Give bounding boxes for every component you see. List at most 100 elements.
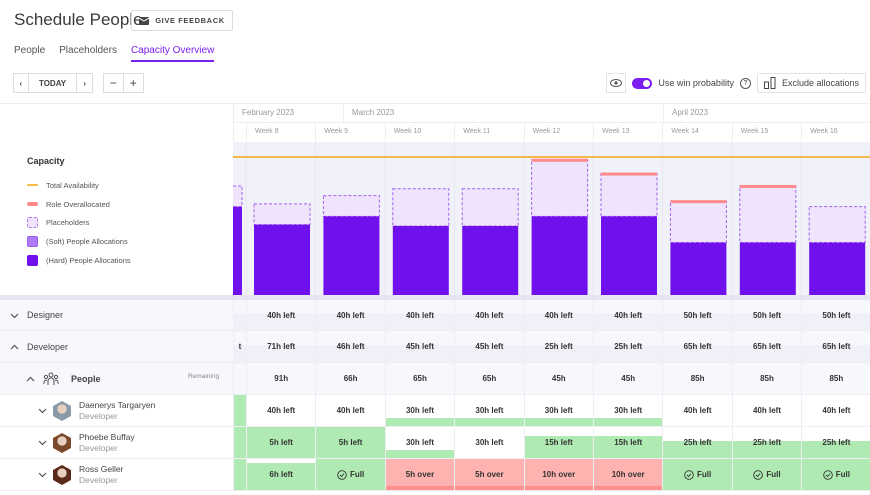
capacity-cell[interactable]: 10h over [523,459,593,490]
capacity-cell[interactable]: 25h left [593,331,663,362]
capacity-cell[interactable]: 5h left [315,427,385,458]
capacity-cell[interactable]: 45h [593,363,662,394]
week-header: Week 8 [246,122,316,141]
chevron-down-icon[interactable] [38,472,47,478]
capacity-cell[interactable]: 40h left [384,300,455,330]
group-row: People Remaining 91h 66h 65h 65h 45h 45h 85h 85h 8… [0,363,870,395]
capacity-cell[interactable]: 30h left [384,395,455,426]
cell-value: 71h left [267,342,296,351]
capacity-cell[interactable]: t [233,331,246,362]
chevron-up-icon[interactable] [10,344,19,350]
capacity-cell[interactable]: 45h left [384,331,455,362]
capacity-cell[interactable]: 85h [801,363,870,394]
zoom-in-button[interactable]: + [129,76,137,90]
capacity-cell[interactable]: 65h left [731,331,802,362]
capacity-cell[interactable]: 40h left [593,300,663,330]
capacity-cell[interactable]: 5h over [454,459,524,490]
next-button[interactable]: › [83,78,87,88]
cell-value: 5h left [269,438,293,447]
capacity-cell[interactable] [233,395,246,426]
capacity-cell[interactable]: 65h [454,363,523,394]
capacity-cell[interactable]: 5h left [246,427,316,458]
give-feedback-button[interactable]: GIVE FEEDBACK [131,10,233,31]
zoom-out-button[interactable]: − [104,74,124,92]
capacity-cell[interactable] [233,300,246,330]
capacity-cell[interactable]: 71h left [246,331,316,362]
capacity-cell[interactable]: 6h left [246,459,316,490]
today-button[interactable]: TODAY [29,74,78,92]
capacity-cell[interactable] [233,427,246,458]
capacity-cell[interactable]: 65h left [662,331,732,362]
capacity-cell[interactable]: Full [315,459,385,490]
chevron-down-icon[interactable] [38,408,47,414]
cell-value: Full [349,470,365,479]
tab-capacity-overview[interactable]: Capacity Overview [130,45,215,62]
line-swatch-icon [27,184,38,187]
capacity-cell[interactable]: 91h [246,363,315,394]
capacity-cell[interactable]: 40h left [246,300,316,330]
capacity-cell[interactable]: 25h left [662,427,732,458]
capacity-cell[interactable]: 30h left [454,427,523,458]
tab-people[interactable]: People [14,45,46,56]
visibility-button[interactable] [606,73,627,93]
help-icon[interactable]: ? [739,77,751,89]
capacity-cell[interactable] [233,363,246,394]
cell-value: 85h [829,374,844,383]
month-header: April 2023 [663,104,870,122]
person-name[interactable]: Phoebe Buffay [79,432,135,442]
person-name[interactable]: Daenerys Targaryen [79,400,156,410]
capacity-cell[interactable]: 40h left [801,395,870,426]
capacity-cell[interactable]: 15h left [523,427,593,458]
capacity-cell[interactable]: 5h over [384,459,455,490]
capacity-cell[interactable]: 85h [662,363,731,394]
capacity-cell[interactable]: 40h left [246,395,315,426]
prev-button[interactable]: ‹ [14,74,29,92]
cell-value: 10h over [611,470,645,479]
capacity-cell[interactable]: 40h left [454,300,524,330]
person-role: Developer [79,411,118,421]
capacity-cell[interactable]: 85h [731,363,801,394]
legend-item: Role Overallocated [27,195,131,214]
win-probability-toggle[interactable] [632,77,653,89]
capacity-cell[interactable]: Full [801,459,870,490]
capacity-cell[interactable]: 65h [384,363,454,394]
chevron-up-icon[interactable] [26,376,35,382]
person-name[interactable]: Ross Geller [79,464,124,474]
tab-placeholders[interactable]: Placeholders [59,45,117,56]
chevron-down-icon[interactable] [38,440,47,446]
capacity-cell[interactable]: 65h left [801,331,870,362]
capacity-cell[interactable]: 30h left [593,395,663,426]
capacity-cell[interactable]: 46h left [315,331,385,362]
capacity-cell[interactable]: 45h left [454,331,524,362]
capacity-cell[interactable] [233,459,246,490]
capacity-cell[interactable]: 66h [315,363,384,394]
capacity-cell[interactable]: 40h left [662,395,731,426]
cell-value: 85h [760,374,774,383]
exclude-allocations-button[interactable]: Exclude allocations [756,73,866,93]
chevron-down-icon[interactable] [10,313,19,319]
capacity-cell[interactable]: 25h left [523,331,593,362]
capacity-cell[interactable]: 10h over [593,459,663,490]
cell-value: 85h [690,374,705,383]
cell-value: 45h left [475,342,504,351]
cell-value: 6h left [269,470,293,479]
capacity-cell[interactable]: Full [731,459,802,490]
person-role: Developer [79,443,118,453]
capacity-cell[interactable]: 45h [523,363,593,394]
capacity-cell[interactable]: 40h left [315,300,385,330]
date-nav: ‹ TODAY › [13,73,93,93]
capacity-cell[interactable]: 30h left [384,427,455,458]
capacity-cell[interactable]: Full [662,459,732,490]
capacity-cell[interactable]: 25h left [731,427,802,458]
capacity-cell[interactable]: 40h left [523,300,593,330]
capacity-cell[interactable]: 40h left [731,395,801,426]
capacity-cell[interactable]: 50h left [731,300,802,330]
capacity-cell[interactable]: 15h left [593,427,663,458]
capacity-cell[interactable]: 30h left [523,395,593,426]
capacity-cell[interactable]: 30h left [454,395,524,426]
capacity-cell[interactable]: 25h left [801,427,870,458]
capacity-cell[interactable]: 40h left [315,395,384,426]
cell-value: 40h left [614,310,643,320]
capacity-cell[interactable]: 50h left [801,300,870,330]
capacity-cell[interactable]: 50h left [662,300,732,330]
